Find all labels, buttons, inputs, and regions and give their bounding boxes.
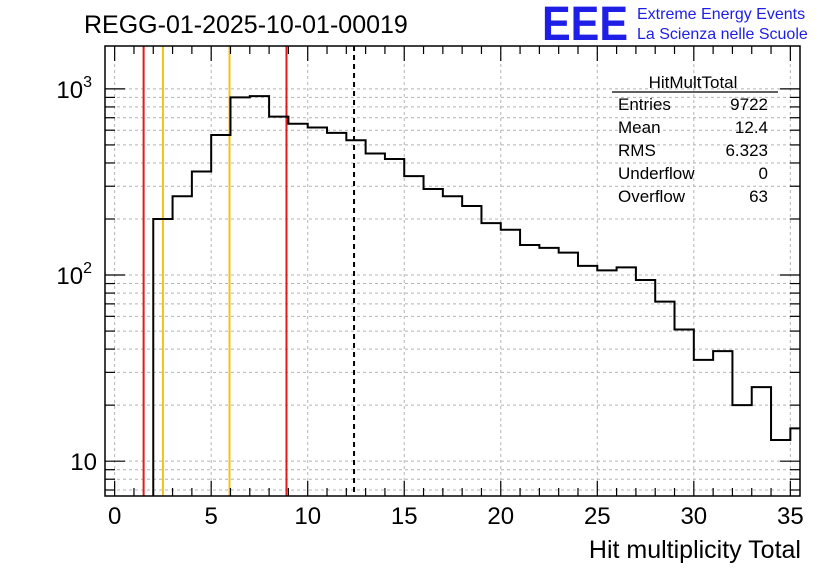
stats-value: 12.4	[735, 118, 768, 137]
chart-title: REGG-01-2025-10-01-00019	[84, 11, 408, 39]
y-tick-label: 10	[70, 449, 97, 476]
x-tick-label: 0	[108, 503, 121, 530]
logo-letters: EEE	[542, 0, 628, 51]
axis-ticks	[105, 46, 800, 496]
x-tick-label: 20	[487, 503, 514, 530]
y-tick-label: 103	[56, 74, 92, 104]
stats-label: RMS	[618, 141, 656, 160]
stats-label: Entries	[618, 95, 671, 114]
x-tick-label: 15	[391, 503, 418, 530]
y-tick-label: 102	[56, 260, 92, 290]
eee-logo: EEE Extreme Energy Events La Scienza nel…	[542, 0, 808, 51]
stats-label: Mean	[618, 118, 661, 137]
plot-frame	[104, 45, 801, 497]
histogram-outline	[152, 95, 800, 496]
x-tick-label: 25	[584, 503, 611, 530]
stats-box: HitMultTotal Entries 9722 Mean 12.4 RMS 6.323…	[612, 73, 778, 206]
x-axis-label: Hit multiplicity Total	[589, 536, 801, 564]
stats-value: 6.323	[725, 141, 768, 160]
x-tick-label: 30	[680, 503, 707, 530]
stats-value: 9722	[730, 95, 768, 114]
stats-value: 63	[749, 187, 768, 206]
grid-lines	[105, 46, 800, 496]
stats-label: Underflow	[618, 164, 695, 183]
x-tick-label: 5	[205, 503, 218, 530]
logo-line-2: La Scienza nelle Scuole	[637, 26, 808, 43]
stats-label: Overflow	[618, 187, 686, 206]
x-tick-label: 35	[777, 503, 804, 530]
stats-title: HitMultTotal	[649, 73, 738, 92]
logo-line-1: Extreme Energy Events	[637, 6, 805, 23]
x-tick-label: 10	[294, 503, 321, 530]
x-tick-labels: 0 5 10 15 20 25 30 35	[108, 503, 804, 530]
y-tick-labels: 10 102 103	[56, 74, 97, 476]
stats-value: 0	[759, 164, 768, 183]
